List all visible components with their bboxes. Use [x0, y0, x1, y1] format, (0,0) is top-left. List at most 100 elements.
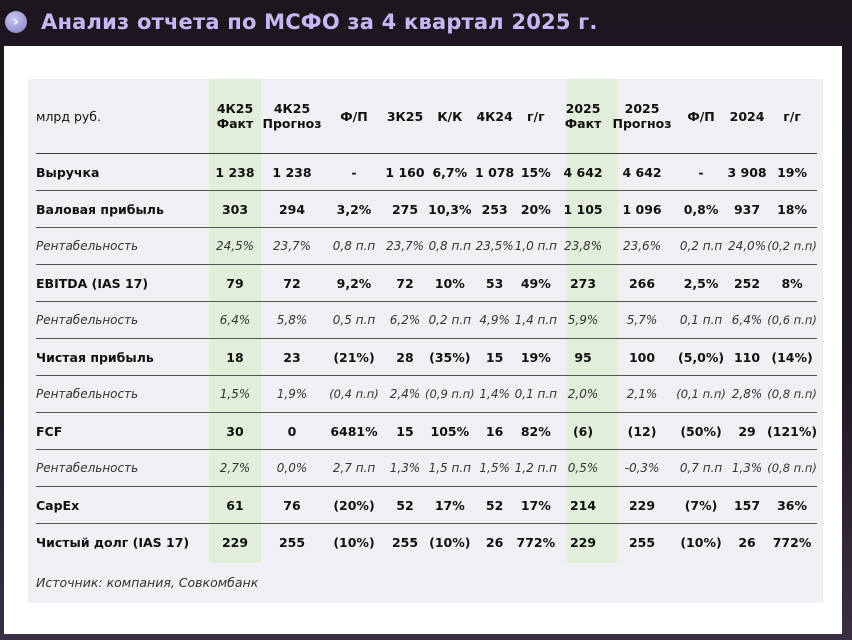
- table-cell: 6481%: [323, 412, 385, 450]
- table-cell: 18: [209, 338, 261, 376]
- table-cell: (14%): [767, 338, 818, 376]
- table-cell: 5,8%: [261, 301, 323, 339]
- table-cell: -: [323, 153, 385, 191]
- table-cell: (121%): [767, 412, 818, 450]
- table-cell: 17%: [425, 486, 475, 524]
- table-cell: 1,5 п.п: [425, 449, 475, 487]
- column-header: г/г: [767, 79, 818, 154]
- table-cell: 772%: [516, 534, 556, 550]
- table-cell: 1,2 п.п: [514, 449, 558, 487]
- table-cell: 79: [209, 264, 261, 302]
- table-cell: (50%): [675, 412, 728, 450]
- table-cell: (7%): [675, 486, 728, 524]
- ifrs-results-table: млрд руб. 4К25 Факт 4К25 Прогноз Ф/П 3К25 …: [36, 79, 818, 560]
- table-cell: 1,9%: [261, 375, 323, 413]
- table-cell: 20%: [514, 190, 558, 228]
- column-header: 4К25 Факт: [209, 79, 261, 154]
- table-cell: 6,4%: [727, 301, 768, 339]
- table-cell: 4 642: [557, 153, 610, 191]
- table-cell: 23,5%: [474, 227, 515, 265]
- table-cell: 36%: [767, 486, 818, 524]
- table-cell: 53: [474, 264, 515, 302]
- table-cell: 23,8%: [557, 227, 610, 265]
- table-cell: 2,7%: [209, 449, 261, 487]
- table-cell: 49%: [514, 264, 558, 302]
- table-cell: 229: [609, 486, 676, 524]
- table-cell: 19%: [767, 153, 818, 191]
- table-row: Рентабельность 2,7% 0,0% 2,7 п.п 1,3% 1,5 п.п…: [36, 449, 818, 487]
- table-cell: 23,7%: [261, 227, 323, 265]
- table-cell: 24,5%: [209, 227, 261, 265]
- table-cell: 253: [474, 190, 515, 228]
- table-row: Чистая прибыль 18 23 (21%) 28 (35%) 15 19% 95 100…: [36, 338, 818, 376]
- table-cell: 303: [209, 190, 261, 228]
- row-label: Выручка: [36, 153, 209, 191]
- table-cell: (0,9 п.п): [425, 375, 475, 413]
- table-cell: 72: [385, 264, 425, 302]
- table-cell: 0,0%: [261, 449, 323, 487]
- row-label: FCF: [36, 412, 209, 450]
- table-cell: 0,2 п.п: [425, 301, 475, 339]
- row-label: CapEx: [36, 486, 209, 524]
- table-cell: (5,0%): [675, 338, 728, 376]
- table-cell: 0,1 п.п: [675, 301, 728, 339]
- table-cell: 1 096: [609, 190, 676, 228]
- table-row: EBITDA (IAS 17) 79 72 9,2% 72 10% 53 49% 273 266 2…: [36, 264, 818, 302]
- table-cell: (21%): [323, 338, 385, 376]
- table-cell: 30: [209, 412, 261, 450]
- table-cell: 29: [727, 412, 768, 450]
- table-cell: 10%: [425, 264, 475, 302]
- table-cell: 1,5%: [474, 449, 515, 487]
- table-cell: (10%): [333, 534, 375, 550]
- row-label: Чистый долг (IAS 17): [36, 534, 190, 550]
- table-cell: 19%: [514, 338, 558, 376]
- table-cell: 1 078: [474, 153, 515, 191]
- table-header-row: млрд руб. 4К25 Факт 4К25 Прогноз Ф/П 3К25 …: [36, 79, 818, 154]
- table-cell: 1,3%: [385, 449, 425, 487]
- column-header: Ф/П: [323, 79, 385, 154]
- table-cell: (35%): [425, 338, 475, 376]
- table-cell: -0,3%: [609, 449, 676, 487]
- table-cell: 5,9%: [557, 301, 610, 339]
- page-title: Анализ отчета по МСФО за 4 квартал 2025 …: [41, 10, 598, 34]
- table-cell: 18%: [767, 190, 818, 228]
- table-cell: 52: [385, 486, 425, 524]
- table-cell: 255: [278, 534, 306, 550]
- table-cell: 6,4%: [209, 301, 261, 339]
- table-cell: 214: [557, 486, 610, 524]
- table-cell: 10,3%: [425, 190, 475, 228]
- table-cell: 105%: [425, 412, 475, 450]
- table-cell: 1,3%: [727, 449, 768, 487]
- table-cell: 2,1%: [609, 375, 676, 413]
- table-cell: 0: [261, 412, 323, 450]
- table-cell: 229: [221, 534, 249, 550]
- table-cell: 0,2 п.п: [675, 227, 728, 265]
- table-row: Валовая прибыль 303 294 3,2% 275 10,3% 253 20% 1…: [36, 190, 818, 228]
- column-header: Ф/П: [675, 79, 728, 154]
- column-header: 2025 Прогноз: [609, 79, 676, 154]
- table-cell: 1 105: [557, 190, 610, 228]
- table-cell: (6): [557, 412, 610, 450]
- table-cell: 6,7%: [425, 153, 475, 191]
- row-label: Валовая прибыль: [36, 190, 209, 228]
- table-cell: 82%: [514, 412, 558, 450]
- table-row: FCF 30 0 6481% 15 105% 16 82% (6) (12) (50%) 29 (121…: [36, 412, 818, 450]
- table-cell: 1 238: [261, 153, 323, 191]
- table-cell: 2,8%: [727, 375, 768, 413]
- unit-label: млрд руб.: [36, 79, 209, 154]
- source-note: Источник: компания, Совкомбанк: [36, 575, 259, 590]
- table-cell: 76: [261, 486, 323, 524]
- table-cell: 26: [738, 534, 756, 550]
- table-cell: (0,1 п.п): [675, 375, 728, 413]
- table-row: Рентабельность 1,5% 1,9% (0,4 п.п) 2,4% (0,9 …: [36, 375, 818, 413]
- table-cell: (20%): [323, 486, 385, 524]
- table-cell: 255: [628, 534, 656, 550]
- table-cell: (0,6 п.п): [767, 301, 818, 339]
- table-cell: 1,4%: [474, 375, 515, 413]
- table-cell: 273: [557, 264, 610, 302]
- table-cell: 4,9%: [474, 301, 515, 339]
- table-cell: 23: [261, 338, 323, 376]
- financial-table-card: млрд руб. 4К25 Факт 4К25 Прогноз Ф/П 3К25 …: [28, 79, 823, 603]
- table-cell: 100: [609, 338, 676, 376]
- table-cell: 6,2%: [385, 301, 425, 339]
